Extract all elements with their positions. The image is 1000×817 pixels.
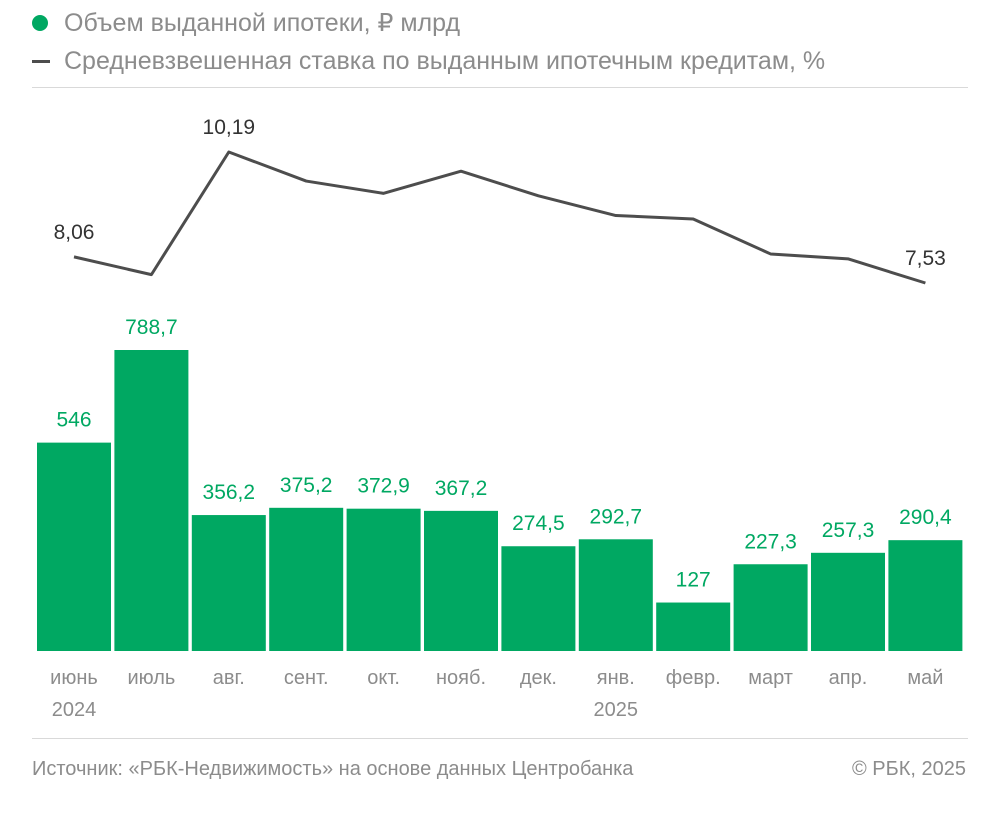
x-tick-label-11: май: [907, 667, 943, 689]
bar-6: [501, 546, 576, 651]
bar-4: [346, 508, 421, 651]
x-tick-label-5: нояб.: [436, 667, 486, 689]
bar-10: [811, 552, 885, 651]
bar-1: [114, 350, 189, 651]
x-year-label-7: 2025: [594, 699, 639, 721]
bar-3: [269, 507, 344, 651]
bar-value-label-9: 227,3: [744, 530, 797, 553]
bar-value-label-4: 372,9: [357, 475, 410, 498]
x-year-label-0: 2024: [52, 699, 97, 721]
bar-0: [37, 442, 111, 651]
line-dash-icon: [32, 59, 50, 63]
x-tick-label-10: апр.: [829, 667, 868, 689]
green-dot-icon: [32, 15, 48, 31]
legend-volume-label: Объем выданной ипотеки, ₽ млрд: [64, 9, 461, 37]
bar-9: [733, 564, 808, 651]
bar-8: [656, 602, 731, 651]
rate-value-label-0: 8,06: [54, 221, 95, 244]
x-tick-label-4: окт.: [367, 667, 400, 689]
bar-value-label-5: 367,2: [435, 477, 488, 500]
bar-value-label-11: 290,4: [899, 506, 952, 529]
bar-value-label-10: 257,3: [822, 519, 875, 542]
rate-value-label-11: 7,53: [905, 247, 946, 270]
bar-11: [888, 540, 963, 651]
bar-value-label-2: 356,2: [203, 481, 256, 504]
bar-value-label-7: 292,7: [590, 505, 643, 528]
bar-value-label-6: 274,5: [512, 512, 565, 535]
bottom-divider: [32, 738, 968, 739]
x-tick-label-6: дек.: [520, 667, 557, 689]
bar-value-label-8: 127: [676, 569, 711, 592]
legend: Объем выданной ипотеки, ₽ млрд Средневзв…: [32, 4, 825, 80]
x-tick-label-8: февр.: [666, 667, 721, 689]
legend-item-volume: Объем выданной ипотеки, ₽ млрд: [32, 4, 825, 42]
x-tick-label-1: июль: [127, 667, 175, 689]
legend-item-rate: Средневзвешенная ставка по выданным ипот…: [32, 42, 825, 80]
bar-value-label-3: 375,2: [280, 474, 333, 497]
chart: 546 июнь 2024 788,7 июль 356,2 авг. 375,2 сент. 3…: [37, 116, 963, 721]
top-divider: [32, 87, 968, 88]
rate-line: [73, 150, 926, 285]
rate-value-label-2: 10,19: [203, 116, 256, 139]
x-tick-label-3: сент.: [284, 667, 329, 689]
bar-2: [191, 515, 266, 651]
bar-5: [424, 510, 498, 651]
x-tick-label-0: июнь: [50, 667, 98, 689]
x-tick-label-9: март: [748, 667, 793, 689]
bar-7: [578, 539, 653, 651]
bar-value-label-0: 546: [56, 409, 91, 432]
x-tick-label-2: авг.: [213, 667, 245, 689]
x-tick-label-7: янв.: [597, 667, 635, 689]
legend-rate-label: Средневзвешенная ставка по выданным ипот…: [64, 46, 826, 75]
copyright: © РБК, 2025: [851, 758, 966, 780]
source-note: Источник: «РБК-Недвижимость» на основе д…: [32, 758, 634, 780]
bar-value-label-1: 788,7: [125, 316, 178, 339]
